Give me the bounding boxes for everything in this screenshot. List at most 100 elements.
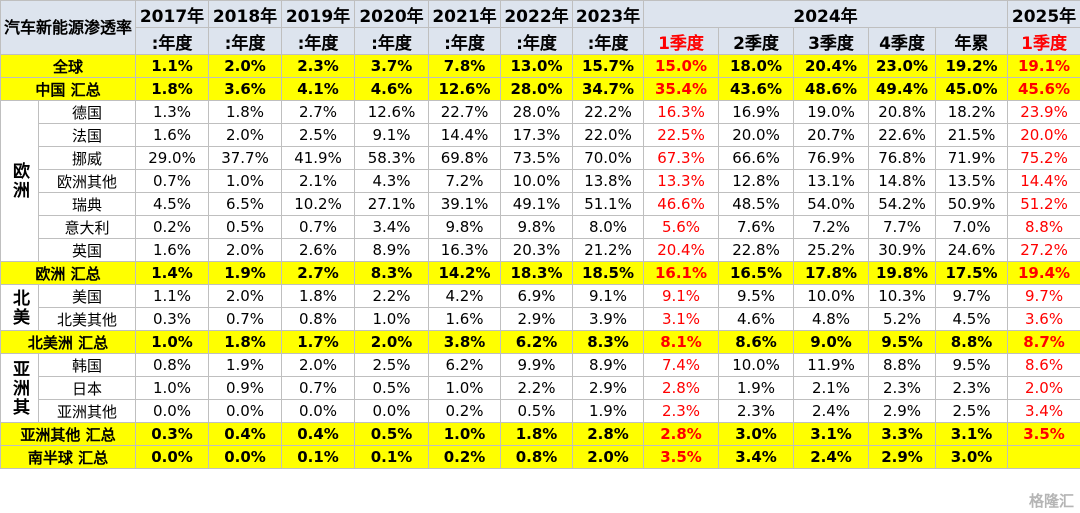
value-cell: 19.2% bbox=[935, 54, 1009, 78]
value-cell: 1.8% bbox=[500, 422, 574, 446]
value-cell: 2.1% bbox=[793, 376, 870, 400]
value-cell: 50.9% bbox=[935, 192, 1009, 216]
data-row: 日本 1.0% 0.9% 0.7% 0.5% 1.0% 2.2% 2.9% 2.8% 1.9% 2.… bbox=[1, 376, 1080, 400]
value-cell: 1.0% bbox=[135, 330, 210, 354]
value-cell: 41.9% bbox=[281, 146, 356, 170]
period-header: 1季度 bbox=[643, 27, 720, 55]
value-cell: 71.9% bbox=[935, 146, 1009, 170]
row-label: 北美洲 汇总 bbox=[0, 330, 137, 354]
value-cell: 22.8% bbox=[718, 238, 795, 262]
value-cell: 2.0% bbox=[354, 330, 430, 354]
value-cell: 2.9% bbox=[868, 445, 937, 469]
value-cell: 2.4% bbox=[793, 399, 870, 423]
value-cell: 0.0% bbox=[135, 399, 210, 423]
period-header: :年度 bbox=[354, 27, 430, 55]
value-cell: 2.0% bbox=[208, 54, 283, 78]
value-cell: 22.6% bbox=[868, 123, 937, 147]
value-cell: 3.4% bbox=[354, 215, 430, 239]
value-cell: 0.7% bbox=[281, 215, 356, 239]
value-cell: 20.3% bbox=[500, 238, 574, 262]
value-cell: 1.9% bbox=[572, 399, 645, 423]
value-cell: 45.6% bbox=[1007, 77, 1080, 101]
value-cell: 18.2% bbox=[935, 100, 1009, 124]
value-cell: 7.0% bbox=[935, 215, 1009, 239]
value-cell: 45.0% bbox=[935, 77, 1009, 101]
value-cell: 0.5% bbox=[354, 422, 430, 446]
value-cell: 12.6% bbox=[354, 100, 430, 124]
value-cell: 2.9% bbox=[572, 376, 645, 400]
value-cell: 1.3% bbox=[135, 100, 210, 124]
value-cell: 1.0% bbox=[208, 169, 283, 193]
value-cell: 24.6% bbox=[935, 238, 1009, 262]
data-row: 瑞典 4.5% 6.5% 10.2% 27.1% 39.1% 49.1% 51.1% 46.6%… bbox=[1, 192, 1080, 216]
data-row: 法国 1.6% 2.0% 2.5% 9.1% 14.4% 17.3% 22.0% 22.5% 20… bbox=[1, 123, 1080, 147]
value-cell: 1.6% bbox=[135, 238, 210, 262]
value-cell: 9.7% bbox=[935, 284, 1009, 308]
total-row: 全球 1.1% 2.0% 2.3% 3.7% 7.8% 13.0% 15.7% 15.0% 18.… bbox=[0, 54, 1080, 78]
value-cell: 0.0% bbox=[281, 399, 356, 423]
value-cell: 3.1% bbox=[793, 422, 870, 446]
row-label: 德国 bbox=[37, 100, 137, 124]
period-header: 2季度 bbox=[718, 27, 795, 55]
value-cell: 5.6% bbox=[643, 215, 720, 239]
value-cell: 8.8% bbox=[935, 330, 1009, 354]
value-cell: 2.8% bbox=[643, 422, 720, 446]
value-cell: 20.4% bbox=[643, 238, 720, 262]
value-cell: 4.8% bbox=[793, 307, 870, 331]
value-cell: 22.7% bbox=[428, 100, 502, 124]
value-cell: 0.7% bbox=[208, 307, 283, 331]
period-header: 3季度 bbox=[793, 27, 870, 55]
value-cell: 13.5% bbox=[935, 169, 1009, 193]
value-cell: 7.4% bbox=[643, 353, 720, 377]
value-cell: 0.1% bbox=[281, 445, 356, 469]
value-cell: 2.3% bbox=[935, 376, 1009, 400]
value-cell: 7.7% bbox=[868, 215, 937, 239]
value-cell: 9.8% bbox=[428, 215, 502, 239]
value-cell: 51.2% bbox=[1007, 192, 1080, 216]
value-cell: 66.6% bbox=[718, 146, 795, 170]
value-cell: 8.7% bbox=[1007, 330, 1080, 354]
period-header: 1季度 bbox=[1007, 27, 1080, 55]
value-cell: 1.8% bbox=[135, 77, 210, 101]
value-cell: 21.5% bbox=[935, 123, 1009, 147]
value-cell: 35.4% bbox=[643, 77, 720, 101]
total-row: 北美洲 汇总 1.0% 1.8% 1.7% 2.0% 3.8% 6.2% 8.3% 8.1% 8.… bbox=[0, 330, 1080, 354]
value-cell: 17.3% bbox=[500, 123, 574, 147]
value-cell: 75.2% bbox=[1007, 146, 1080, 170]
value-cell: 13.0% bbox=[500, 54, 574, 78]
value-cell: 1.0% bbox=[428, 376, 502, 400]
value-cell: 0.3% bbox=[135, 422, 210, 446]
value-cell: 30.9% bbox=[868, 238, 937, 262]
value-cell: 14.4% bbox=[428, 123, 502, 147]
row-label: 中国 汇总 bbox=[0, 77, 137, 101]
year-header: 2025年 bbox=[1007, 0, 1080, 28]
value-cell: 13.1% bbox=[793, 169, 870, 193]
row-label: 美国 bbox=[37, 284, 137, 308]
value-cell: 15.0% bbox=[643, 54, 720, 78]
row-label: 法国 bbox=[37, 123, 137, 147]
value-cell: 9.8% bbox=[500, 215, 574, 239]
period-header: 年累 bbox=[935, 27, 1009, 55]
year-header: 2022年 bbox=[500, 0, 574, 28]
value-cell: 5.2% bbox=[868, 307, 937, 331]
year-header: 2024年 bbox=[643, 0, 1009, 28]
row-label: 欧洲 汇总 bbox=[0, 261, 137, 285]
value-cell: 2.1% bbox=[281, 169, 356, 193]
value-cell: 2.6% bbox=[281, 238, 356, 262]
value-cell: 1.6% bbox=[135, 123, 210, 147]
value-cell: 3.4% bbox=[1007, 399, 1080, 423]
value-cell: 4.1% bbox=[281, 77, 356, 101]
value-cell: 28.0% bbox=[500, 100, 574, 124]
value-cell: 67.3% bbox=[643, 146, 720, 170]
header-title: 汽车新能源渗透率 bbox=[0, 0, 137, 55]
value-cell: 1.8% bbox=[281, 284, 356, 308]
value-cell: 51.1% bbox=[572, 192, 645, 216]
value-cell: 54.2% bbox=[868, 192, 937, 216]
value-cell: 12.8% bbox=[718, 169, 795, 193]
value-cell: 0.5% bbox=[500, 399, 574, 423]
value-cell: 8.6% bbox=[1007, 353, 1080, 377]
row-label: 英国 bbox=[37, 238, 137, 262]
value-cell: 3.7% bbox=[354, 54, 430, 78]
value-cell: 27.2% bbox=[1007, 238, 1080, 262]
value-cell: 18.5% bbox=[572, 261, 645, 285]
